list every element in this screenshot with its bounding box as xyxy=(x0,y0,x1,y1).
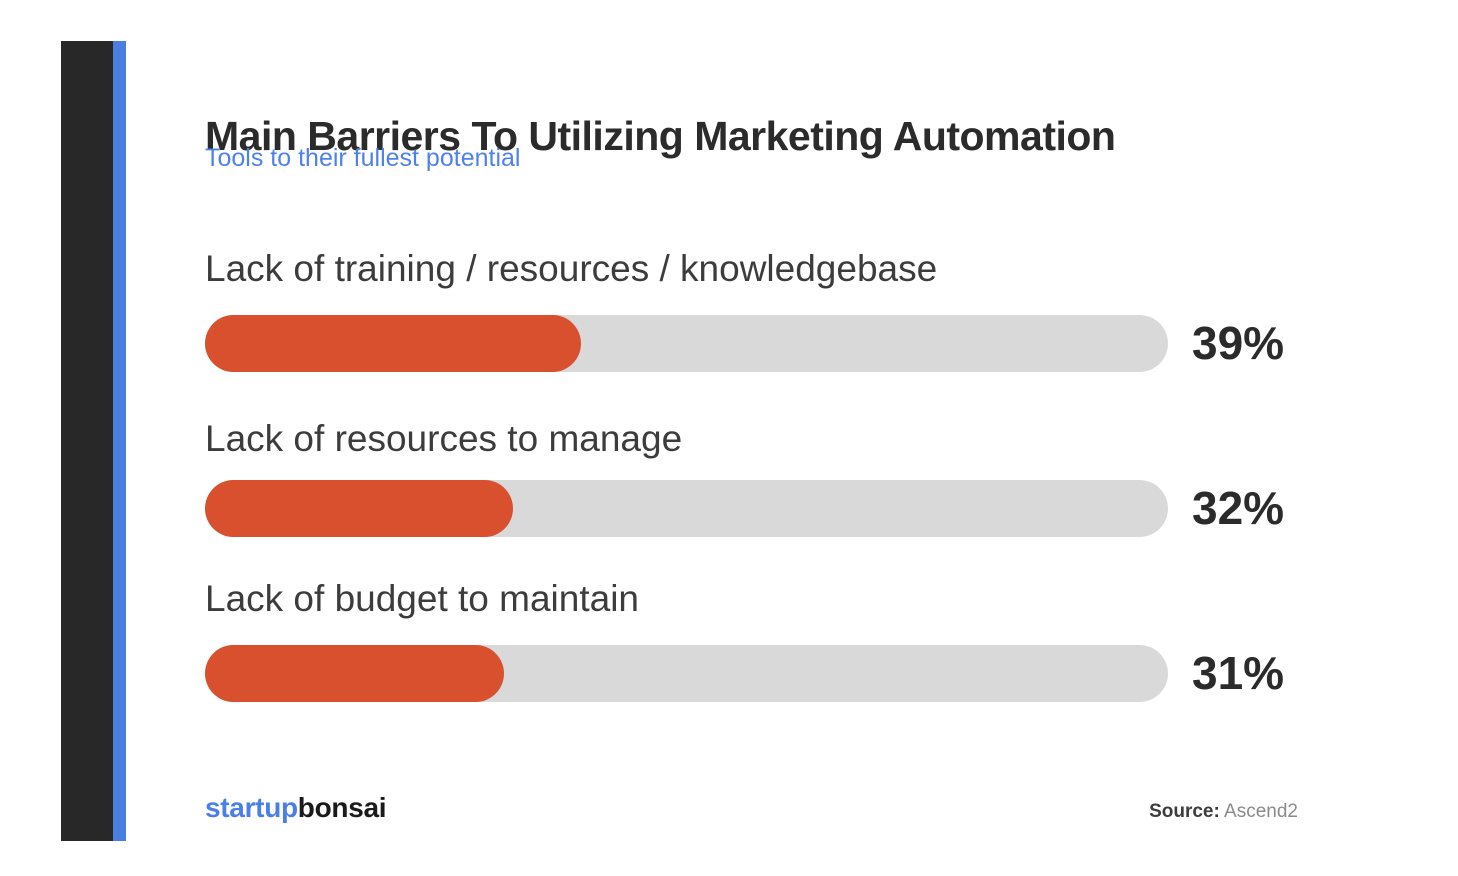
bar-label-training: Lack of training / resources / knowledge… xyxy=(205,248,938,289)
left-accent-bar-dark xyxy=(61,41,113,841)
startupbonsai-logo: startupbonsai xyxy=(205,792,387,824)
logo-part-bonsai: bonsai xyxy=(297,792,387,823)
logo-part-startup: startup xyxy=(205,792,298,823)
bar-value-label: 31% xyxy=(1192,647,1285,699)
source-label: Source: xyxy=(1149,801,1220,822)
left-accent-stripe-blue xyxy=(113,41,126,841)
bar-fill xyxy=(205,645,504,702)
bar-track xyxy=(205,315,1168,372)
bar-track xyxy=(205,645,1168,702)
bar-track xyxy=(205,480,1168,537)
source-value: Ascend2 xyxy=(1224,801,1298,822)
chart-title: Main Barriers To Utilizing Marketing Aut… xyxy=(205,113,1116,160)
chart-subtitle: Tools to their fullest potential xyxy=(205,144,521,172)
bar-fill xyxy=(205,315,581,372)
bar-fill xyxy=(205,480,514,537)
bar-value-label: 39% xyxy=(1192,317,1285,369)
source-attribution: Source: Ascend2 xyxy=(1149,801,1298,823)
bar-label-resources: Lack of resources to manage xyxy=(205,418,683,459)
bar-value-label: 32% xyxy=(1192,482,1285,534)
bar-label-budget: Lack of budget to maintain xyxy=(205,578,640,619)
